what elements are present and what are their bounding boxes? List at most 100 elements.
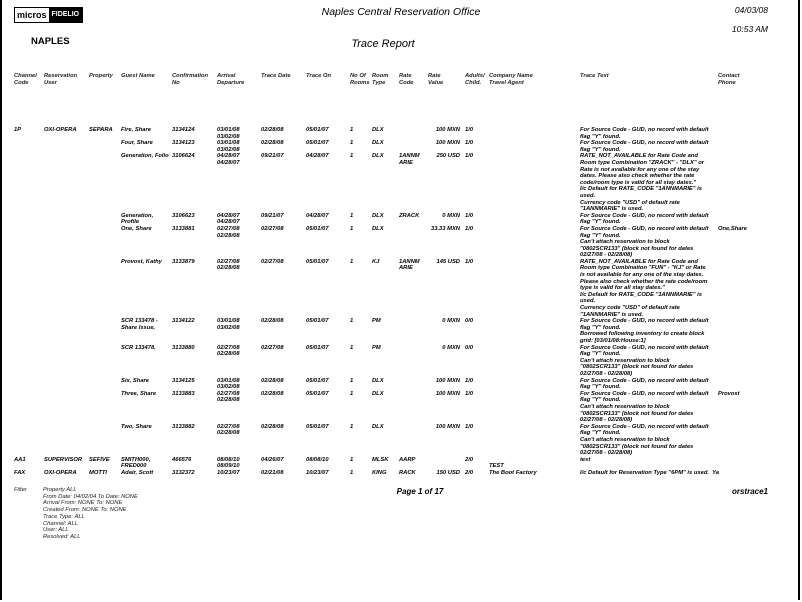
table-row: 1P OXI-OPERA SEPARA Fire, Share 3134124 03/01… <box>14 127 788 140</box>
channel-code <box>14 424 44 457</box>
trace-date: 02/27/08 <box>261 258 284 265</box>
adults-child: 1/0 <box>465 225 474 232</box>
report-title: Trace Report <box>351 38 415 50</box>
room-type: DLX <box>372 390 384 397</box>
confirmation-no: 3132372 <box>172 469 195 476</box>
rate-value: 150 USD <box>436 469 460 476</box>
column-header: Guest Name <box>121 73 155 79</box>
channel-code <box>14 391 44 424</box>
adults-child: 1/0 <box>465 377 474 384</box>
channel-code <box>14 226 44 259</box>
logo-fidelio: FIDELIO <box>48 8 83 22</box>
confirmation-no: 3134122 <box>172 318 195 325</box>
rate-code <box>399 391 428 424</box>
trace-text: For Source Code - GUD, no record with de… <box>580 225 709 259</box>
reservation-user <box>44 140 89 153</box>
rate-value: 0 MXN <box>442 344 460 351</box>
confirmation-no: 3133879 <box>172 258 195 265</box>
no-of-rooms: 1 <box>350 344 354 351</box>
property: SEFIVE <box>89 456 110 463</box>
guest-name: Four, Share <box>121 140 153 147</box>
trace-on: 05/01/07 <box>306 140 329 147</box>
rate-code <box>399 378 428 391</box>
trace-on: 04/28/07 <box>306 153 329 160</box>
arrival-departure: 02/27/08 02/28/08 <box>217 258 240 272</box>
column-header: Rate Value <box>428 73 444 86</box>
rate-code: RACK <box>399 469 416 476</box>
property <box>89 153 121 212</box>
guest-name: Fire, Share <box>121 127 151 133</box>
rate-code <box>399 226 428 259</box>
guest-name: SCR 133478, <box>121 344 156 351</box>
trace-text: RATE_NOT_AVAILABLE for Rate Code and Roo… <box>580 153 705 213</box>
contact-phone <box>718 457 788 470</box>
no-of-rooms: 1 <box>350 258 354 265</box>
column-header: Arrival Departure <box>217 73 245 86</box>
company-name <box>489 213 580 226</box>
no-of-rooms: 1 <box>350 456 354 463</box>
room-type: DLX <box>372 153 384 160</box>
confirmation-no: 3133882 <box>172 423 195 430</box>
trace-date: 09/21/07 <box>261 212 284 219</box>
reservation-user <box>44 378 89 391</box>
arrival-departure: 03/01/08 03/02/08 <box>217 140 240 153</box>
channel-code: AA1 <box>14 456 26 463</box>
guest-name: Adair, Scott <box>121 469 154 476</box>
trace-text: For Source Code - GUD, no record with de… <box>580 390 709 424</box>
arrival-departure: 03/01/08 03/02/08 <box>217 377 240 391</box>
trace-text: For Source Code - GUD, no record with de… <box>580 318 709 344</box>
arrival-departure: 04/28/07 04/28/07 <box>217 212 240 226</box>
rate-value: 100 MXN <box>435 423 460 430</box>
confirmation-no: 3133881 <box>172 225 195 232</box>
rate-code <box>399 345 428 378</box>
arrival-departure: 02/27/08 02/28/08 <box>217 423 240 437</box>
guest-name: Provost, Kathy <box>121 258 162 265</box>
rate-value: 0 MXN <box>442 212 460 219</box>
adults-child: 0/0 <box>465 318 474 325</box>
trace-on: 05/01/07 <box>306 423 329 430</box>
report-code: orstrace1 <box>731 487 768 496</box>
adults-child: 1/0 <box>465 423 474 430</box>
property <box>89 226 121 259</box>
table-row: Three, Share 3133883 02/27/08 02/28/08 02/2… <box>14 391 788 424</box>
arrival-departure: 10/23/07 <box>217 469 240 476</box>
trace-date: 02/28/08 <box>261 127 284 133</box>
trace-on: 05/01/07 <box>306 318 329 325</box>
company-name <box>489 424 580 457</box>
table-row: AA1 SUPERVISOR SEFIVE SMITH000, FRED000 4665… <box>14 457 788 470</box>
no-of-rooms: 1 <box>350 469 354 476</box>
adults-child: 1/0 <box>465 212 474 219</box>
column-header: Channel Code <box>14 73 37 86</box>
rate-code: ZRACK <box>399 212 420 219</box>
filter-line: From Date: 04/02/04 To Date: NONE <box>43 493 138 500</box>
arrival-departure: 03/01/08 03/02/08 <box>217 127 240 140</box>
filter-line: Arrival From: NONE To: NONE <box>43 500 123 507</box>
no-of-rooms: 1 <box>350 127 354 133</box>
trace-on: 05/01/07 <box>306 225 329 232</box>
trace-text: For Source Code - GUD, no record with de… <box>580 140 709 153</box>
contact-phone <box>718 127 788 140</box>
contact-phone <box>718 470 788 477</box>
table-row: Provost, Kathy 3133879 02/27/08 02/28/08 02… <box>14 259 788 318</box>
guest-name: One, Share <box>121 225 152 232</box>
no-of-rooms: 1 <box>350 225 354 232</box>
adults-child: 1/0 <box>465 127 474 133</box>
room-type: DLX <box>372 377 384 384</box>
channel-code <box>14 153 44 212</box>
no-of-rooms: 1 <box>350 377 354 384</box>
confirmation-no: 3106623 <box>172 212 195 219</box>
trace-date: 02/28/08 <box>261 390 284 397</box>
filter-line: Resolved: ALL <box>43 533 81 540</box>
room-type: DLX <box>372 423 384 430</box>
room-type: PM <box>372 344 381 351</box>
reservation-user <box>44 345 89 378</box>
trace-text: I/c Default for Reservation Type "6PM" i… <box>580 469 719 476</box>
rate-value: 145 USD <box>436 258 460 265</box>
room-type: PM <box>372 318 381 325</box>
property <box>89 391 121 424</box>
guest-name: SMITH000, FRED000 <box>121 456 151 470</box>
trace-text: For Source Code - GUD, no record with de… <box>580 127 709 140</box>
rate-value: 100 MXN <box>435 127 460 133</box>
channel-code <box>14 318 44 344</box>
arrival-departure: 08/08/10 08/09/10 <box>217 456 240 470</box>
